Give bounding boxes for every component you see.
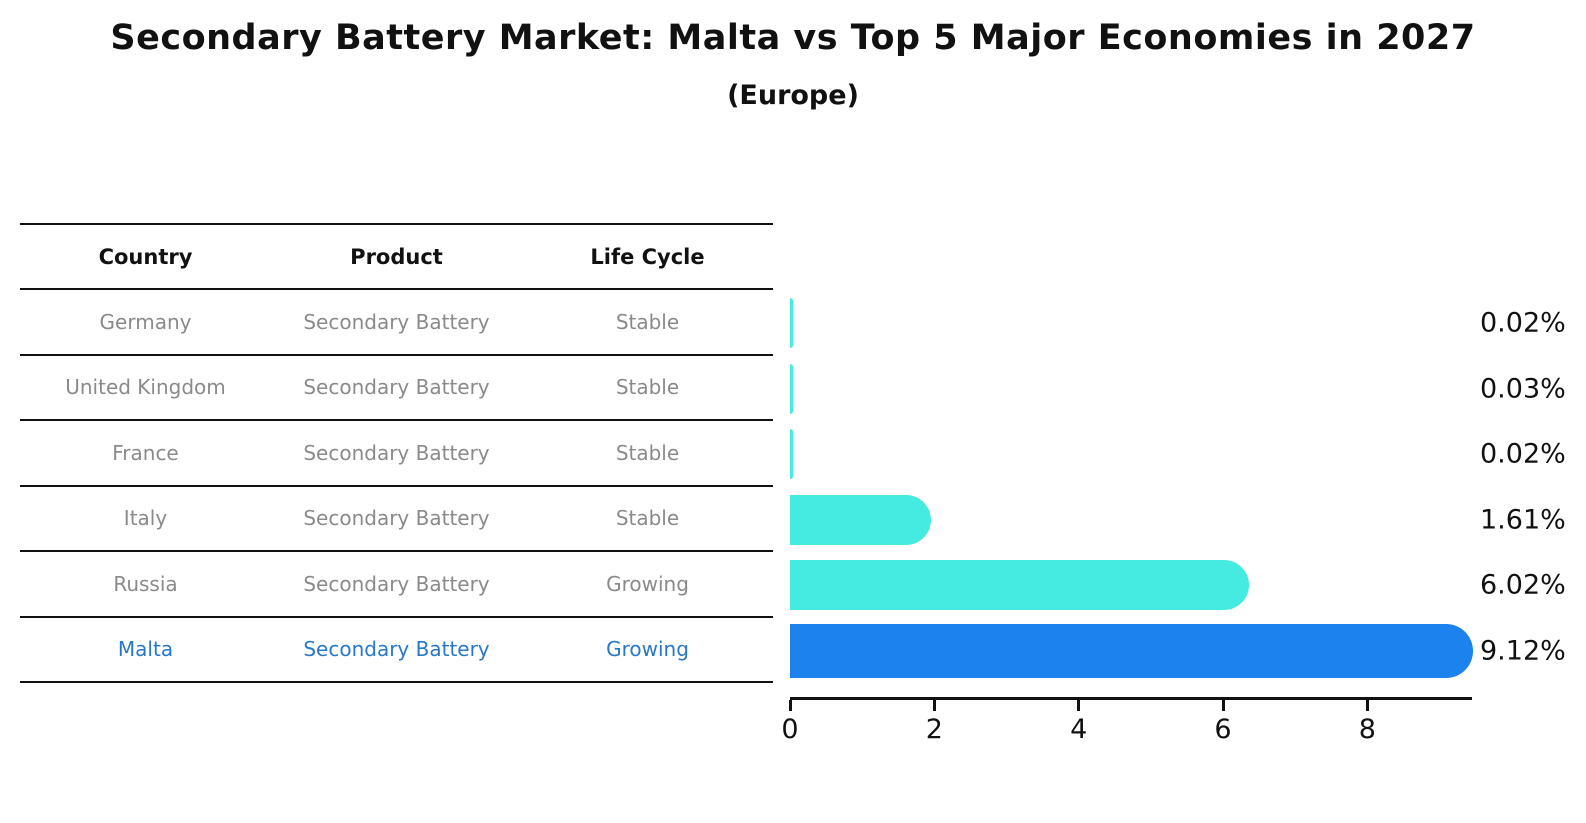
bar-value-label: 1.61% [1480, 504, 1566, 535]
x-axis-tick [1365, 700, 1369, 711]
table-cell-country: France [112, 440, 179, 465]
table-cell-product: Secondary Battery [303, 440, 490, 465]
table-cell-product: Secondary Battery [303, 637, 490, 662]
x-axis-line [790, 697, 1472, 700]
table-row: France Secondary Battery Stable [20, 421, 773, 487]
table-body: Germany Secondary Battery Stable United … [20, 290, 773, 683]
x-axis-tick-label: 6 [1214, 714, 1232, 745]
table-row: Malta Secondary Battery Growing [20, 618, 773, 683]
table-cell-life-cycle: Stable [615, 506, 680, 531]
table-cell-life-cycle: Stable [615, 440, 680, 465]
table-cell-product: Secondary Battery [303, 571, 490, 596]
bar-value-label: 6.02% [1480, 569, 1566, 601]
bar-france [790, 429, 793, 479]
x-axis-tick-label: 0 [781, 714, 799, 745]
country-table: Country Product Life Cycle Germany Secon… [20, 223, 773, 683]
table-cell-country: Germany [99, 309, 192, 334]
chart-subtitle: (Europe) [727, 80, 859, 111]
table-row: Germany Secondary Battery Stable [20, 290, 773, 356]
x-axis-tick-label: 8 [1358, 714, 1376, 745]
table-row: United Kingdom Secondary Battery Stable [20, 356, 773, 421]
column-header-life-cycle: Life Cycle [590, 244, 705, 269]
bar-italy [790, 494, 932, 545]
table-cell-country: United Kingdom [65, 375, 226, 400]
table-cell-country: Italy [123, 506, 168, 531]
x-axis-tick [932, 700, 936, 711]
bar-value-label: 0.02% [1480, 307, 1566, 339]
bar-united-kingdom [790, 363, 793, 414]
table-cell-life-cycle: Growing [606, 571, 689, 596]
x-axis-tick-label: 4 [1070, 714, 1088, 745]
bar-value-label: 0.02% [1480, 438, 1566, 470]
x-axis-tick [1077, 700, 1081, 711]
x-axis-tick [788, 700, 792, 711]
table-row: Italy Secondary Battery Stable [20, 487, 773, 552]
bar-value-label: 0.03% [1480, 373, 1566, 404]
table-cell-product: Secondary Battery [303, 375, 490, 400]
table-row: Russia Secondary Battery Growing [20, 552, 773, 618]
bar-germany [790, 298, 793, 348]
column-header-country: Country [98, 244, 193, 269]
x-axis-tick [1221, 700, 1225, 711]
bar-value-label: 9.12% [1480, 635, 1566, 666]
bar-russia [790, 560, 1250, 610]
table-header-row: Country Product Life Cycle [20, 223, 773, 290]
bar-malta [790, 623, 1474, 678]
table-cell-product: Secondary Battery [303, 309, 490, 334]
table-cell-country: Malta [117, 637, 174, 662]
table-cell-life-cycle: Growing [606, 637, 689, 662]
column-header-product: Product [350, 244, 443, 269]
table-cell-country: Russia [113, 571, 178, 596]
table-cell-product: Secondary Battery [303, 506, 490, 531]
x-axis-tick-label: 2 [925, 714, 943, 745]
chart-title: Secondary Battery Market: Malta vs Top 5… [110, 18, 1476, 58]
table-cell-life-cycle: Stable [615, 375, 680, 400]
table-cell-life-cycle: Stable [615, 309, 680, 334]
